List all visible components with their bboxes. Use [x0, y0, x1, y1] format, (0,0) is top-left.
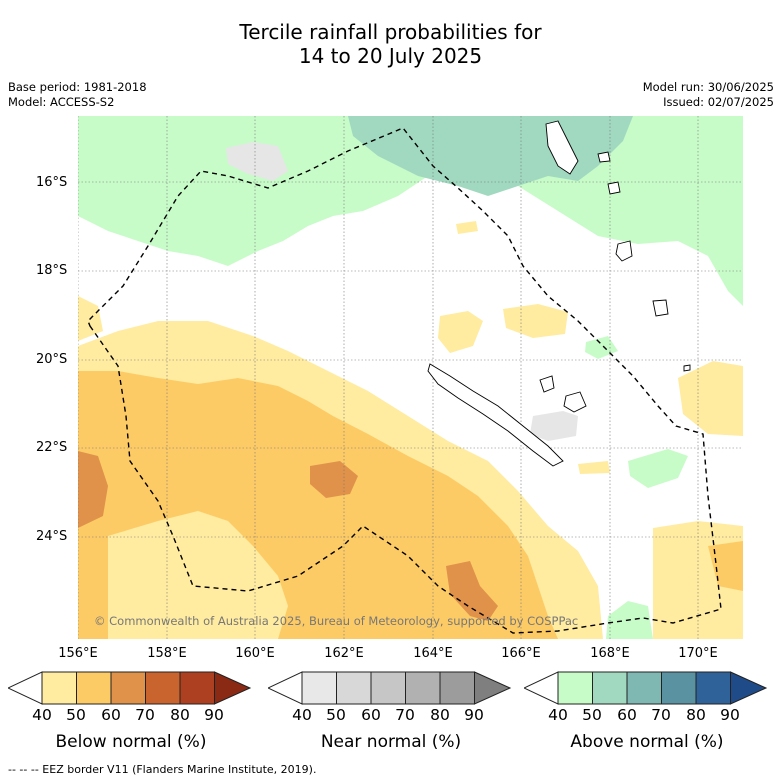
- colorbar-near-swatch-5: [439, 671, 475, 705]
- issued-label: Issued: 02/07/2025: [663, 95, 774, 109]
- colorbar-below-swatch-1: [41, 671, 77, 705]
- vanuatu-tanna: [652, 299, 669, 317]
- lon-tick-168e: 168°E: [590, 646, 630, 661]
- cb-below-tick-60: 60: [101, 706, 121, 724]
- below-normal-60-southeast: [708, 541, 743, 591]
- below-normal-50-north-patch: [438, 311, 483, 353]
- colorbar-near-swatch-3: [370, 671, 406, 705]
- colorbar-above-swatch-5: [695, 671, 731, 705]
- lat-tick-16s: 16°S: [36, 175, 68, 190]
- coastlines: [427, 120, 691, 467]
- vanuatu-espiritu-santo: [545, 120, 579, 175]
- cb-below-tick-50: 50: [66, 706, 86, 724]
- cb-near-tick-90: 90: [464, 706, 484, 724]
- forecast-map: © Commonwealth of Australia 2025, Bureau…: [78, 116, 743, 639]
- colorbar-near-swatch-2: [336, 671, 372, 705]
- map-gridlines: [78, 116, 743, 639]
- cb-near-tick-80: 80: [430, 706, 450, 724]
- colorbar-above-swatch-0: [524, 671, 559, 705]
- below-normal-70-south: [446, 561, 498, 621]
- colorbar-above-swatch-4: [661, 671, 697, 705]
- new-caledonia-island: [427, 363, 564, 467]
- cb-near-tick-50: 50: [326, 706, 346, 724]
- colorbar-above-normal: [524, 671, 768, 705]
- vanuatu-erromango: [615, 240, 633, 262]
- colorbar-near-swatch-4: [405, 671, 441, 705]
- cb-above-tick-90: 90: [720, 706, 740, 724]
- colorbar-above-normal-label: Above normal (%): [570, 732, 724, 752]
- colorbar-near-swatch-0: [268, 671, 303, 705]
- below-normal-50-small: [578, 461, 610, 474]
- above-normal-patch-east: [628, 449, 688, 488]
- vanuatu-malekula: [597, 151, 611, 163]
- title-line-2: 14 to 20 July 2025: [298, 44, 483, 68]
- colorbar-below-swatch-0: [8, 671, 43, 705]
- cb-near-tick-40: 40: [292, 706, 312, 724]
- lon-tick-162e: 162°E: [324, 646, 364, 661]
- model-run-label: Model run: 30/06/2025: [642, 80, 774, 94]
- near-normal-patch-center: [530, 411, 578, 441]
- cb-below-tick-80: 80: [170, 706, 190, 724]
- below-normal-areas: [78, 221, 743, 639]
- lat-tick-18s: 18°S: [36, 263, 68, 278]
- cb-below-tick-40: 40: [32, 706, 52, 724]
- eez-footnote: -- -- -- EEZ border V11 (Flanders Marine…: [8, 763, 317, 776]
- below-normal-50-east: [678, 361, 743, 436]
- colorbar-above-normal-swatches: [524, 671, 768, 705]
- lon-tick-156e: 156°E: [58, 646, 98, 661]
- eez-border: [87, 127, 722, 634]
- colorbar-near-normal: [268, 671, 512, 705]
- colorbar-above-swatch-6: [730, 671, 768, 705]
- lon-tick-164e: 164°E: [413, 646, 453, 661]
- loyalty-island-1: [539, 375, 555, 393]
- colorbar-above-swatch-3: [626, 671, 662, 705]
- colorbar-below-normal: [8, 671, 252, 705]
- cb-below-tick-70: 70: [135, 706, 155, 724]
- below-normal-50-inner: [108, 511, 288, 639]
- title-line-1: Tercile rainfall probabilities for: [239, 20, 542, 44]
- colorbar-near-swatch-6: [474, 671, 512, 705]
- lat-tick-20s: 20°S: [36, 352, 68, 367]
- cb-above-tick-80: 80: [686, 706, 706, 724]
- model-label: Model: ACCESS-S2: [8, 95, 115, 109]
- lon-tick-158e: 158°E: [147, 646, 187, 661]
- lat-tick-24s: 24°S: [36, 529, 68, 544]
- cb-above-tick-40: 40: [548, 706, 568, 724]
- colorbar-below-swatch-5: [179, 671, 215, 705]
- loyalty-island-2: [563, 391, 587, 413]
- copyright-tspan: © Commonwealth of Australia 2025, Bureau…: [94, 614, 578, 628]
- copyright-text: © Commonwealth of Australia 2025, Bureau…: [94, 614, 578, 628]
- colorbar-below-swatch-3: [110, 671, 146, 705]
- below-normal-50-mid-patch: [503, 304, 568, 338]
- near-normal-patch-north: [226, 142, 288, 181]
- below-normal-50-tiny: [456, 221, 478, 234]
- colorbar-below-swatch-6: [214, 671, 252, 705]
- lon-tick-166e: 166°E: [501, 646, 541, 661]
- colorbar-above-swatch-2: [592, 671, 628, 705]
- cb-above-tick-50: 50: [582, 706, 602, 724]
- colorbar-near-normal-swatches: [268, 671, 512, 705]
- colorbar-near-swatch-1: [301, 671, 337, 705]
- lon-tick-170e: 170°E: [678, 646, 718, 661]
- colorbar-above-swatch-1: [557, 671, 593, 705]
- below-normal-70-center: [310, 461, 358, 498]
- colorbar-below-swatch-2: [76, 671, 112, 705]
- colorbar-below-swatch-4: [145, 671, 181, 705]
- lat-tick-22s: 22°S: [36, 440, 68, 455]
- cb-below-tick-90: 90: [204, 706, 224, 724]
- base-period-label: Base period: 1981-2018: [8, 80, 147, 94]
- below-normal-70-west: [78, 451, 108, 528]
- colorbar-near-normal-label: Near normal (%): [320, 732, 462, 752]
- colorbar-below-normal-label: Below normal (%): [55, 732, 207, 752]
- small-island-ouvea: [683, 364, 691, 372]
- vanuatu-efate: [607, 181, 621, 195]
- lon-tick-160e: 160°E: [235, 646, 275, 661]
- cb-near-tick-70: 70: [395, 706, 415, 724]
- cb-near-tick-60: 60: [361, 706, 381, 724]
- cb-above-tick-70: 70: [651, 706, 671, 724]
- colorbar-below-normal-swatches: [8, 671, 252, 705]
- cb-above-tick-60: 60: [617, 706, 637, 724]
